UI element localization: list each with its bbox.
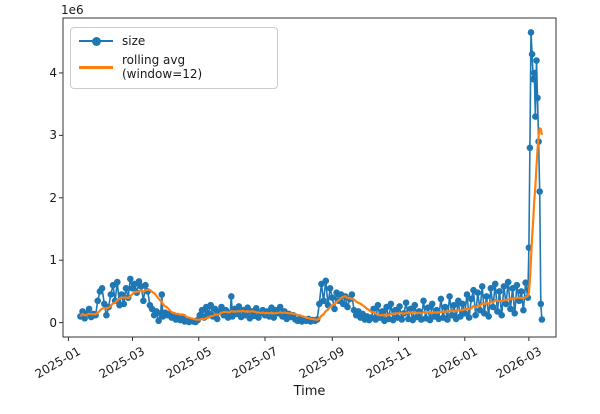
legend-item-size: size (79, 34, 269, 48)
y-axis-offset-label: 1e6 (61, 3, 84, 17)
legend-circle-marker-icon (91, 36, 101, 46)
y-tick-label: 4 (49, 65, 57, 80)
legend-line-marker-sample-blue (79, 36, 113, 46)
y-tick-label: 1 (49, 253, 57, 268)
legend-line-sample-orange (79, 62, 113, 72)
y-tick-label: 3 (49, 128, 57, 143)
legend-label-size: size (122, 34, 146, 48)
x-axis-title: Time (293, 384, 326, 399)
legend-line-orange (79, 66, 113, 69)
legend: size rolling avg (window=12) (70, 27, 278, 89)
y-tick-label: 2 (49, 190, 57, 205)
y-tick-label: 0 (49, 315, 57, 330)
legend-label-rolling-avg: rolling avg (window=12) (122, 53, 203, 81)
legend-item-rolling-avg: rolling avg (window=12) (79, 53, 269, 81)
